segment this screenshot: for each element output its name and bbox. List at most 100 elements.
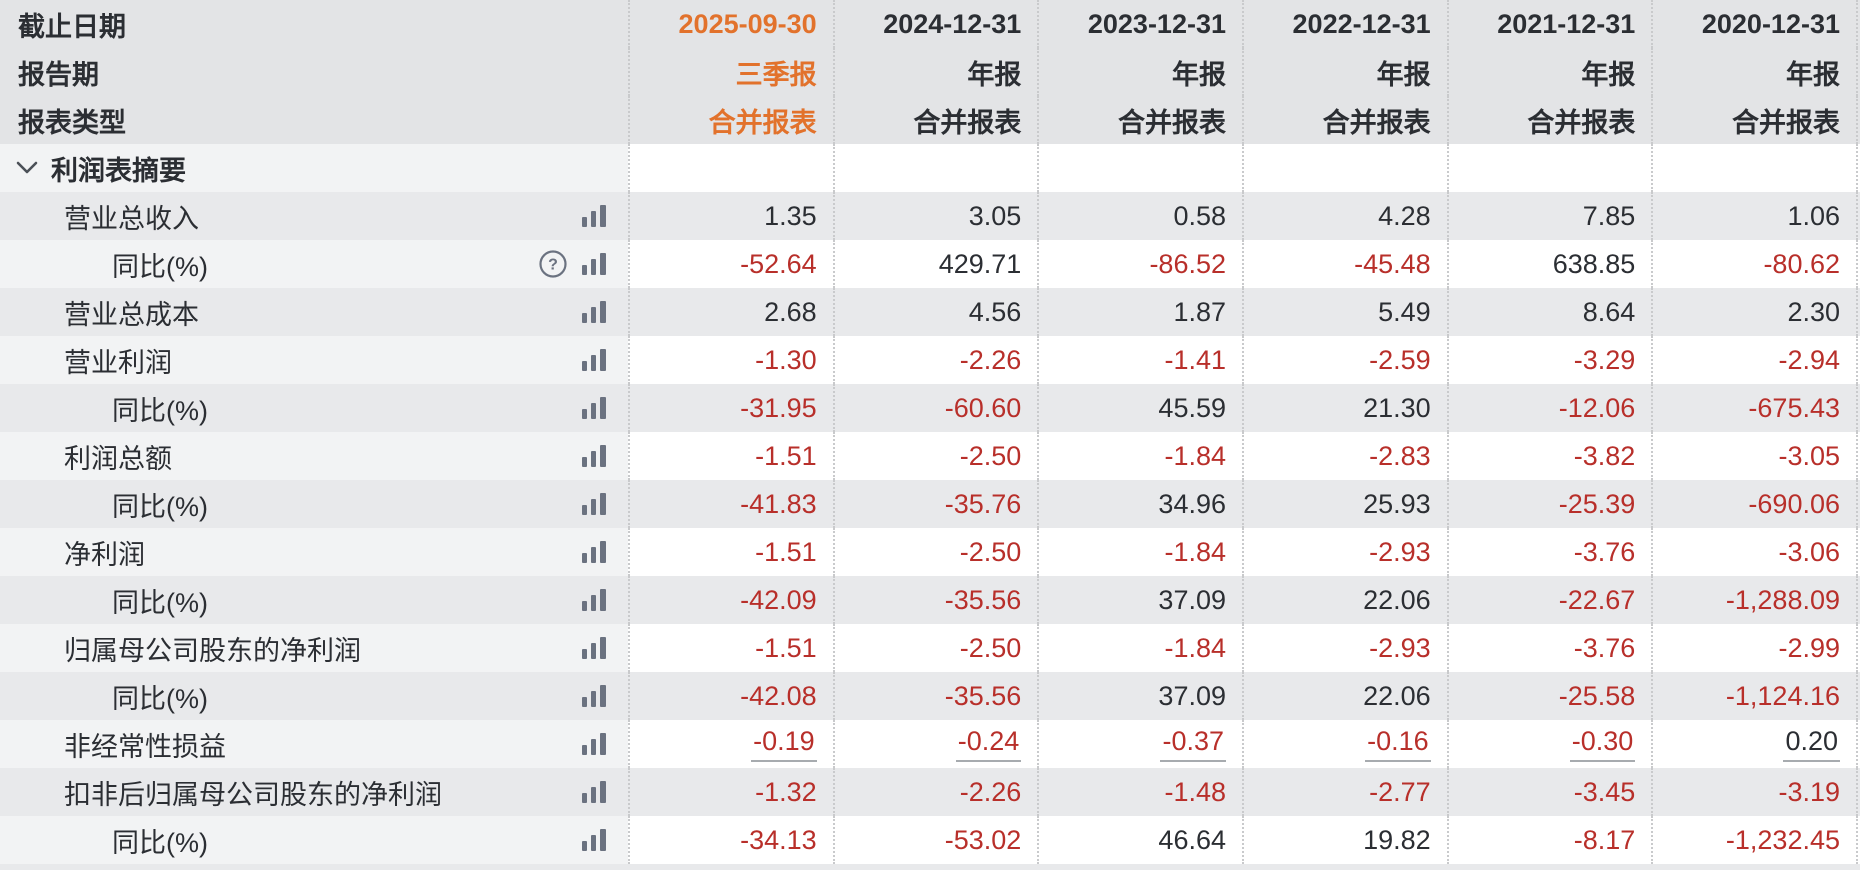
value-text: -80.62 — [1763, 248, 1840, 279]
value-cell: -1.30 — [628, 336, 833, 384]
value-cell: -3.76 — [1446, 624, 1652, 672]
value-cell: -675.43 — [1651, 384, 1856, 432]
value-text: -25.39 — [1558, 488, 1636, 519]
value-text: -2.50 — [959, 536, 1022, 567]
section-label-cell[interactable]: 利润表摘要 — [0, 144, 628, 192]
value-cell: -42.09 — [628, 576, 833, 624]
value-text: 5.49 — [1378, 296, 1431, 327]
bar-chart-icon[interactable] — [581, 240, 608, 288]
header-label-type: 报表类型 — [0, 96, 628, 144]
bar-chart-icon[interactable] — [581, 432, 608, 480]
table-row: 营业总成本 2.68 4.56 1.87 5.49 8.64 2.30 — [0, 288, 1860, 336]
value-text: -60.60 — [944, 392, 1022, 423]
edge-sliver — [1856, 720, 1860, 768]
table-row: 同比(%)? -52.64 429.71 -86.52 -45.48 638.85 -80.… — [0, 240, 1860, 288]
value-cell: -1,124.16 — [1651, 672, 1856, 720]
bar-chart-icon[interactable] — [581, 384, 608, 432]
value-text: 3.05 — [968, 200, 1022, 231]
value-text: 2.30 — [1787, 296, 1840, 327]
section-empty-cell — [1242, 144, 1447, 192]
value-text: -3.82 — [1573, 440, 1636, 471]
section-income-statement[interactable]: 利润表摘要 — [0, 144, 1860, 192]
col-header-date-1: 2024-12-31 — [832, 0, 1038, 48]
value-text: -1.30 — [755, 344, 817, 375]
value-text: -1,232.45 — [1725, 824, 1840, 855]
help-icon[interactable]: ? — [538, 240, 568, 288]
value-cell: -1,288.09 — [1651, 576, 1856, 624]
chevron-down-icon[interactable] — [16, 161, 38, 175]
bar-chart-icon[interactable] — [581, 192, 608, 240]
row-label-cell: 净利润 — [0, 528, 628, 576]
header-row-date: 截止日期 2025-09-30 2024-12-31 2023-12-31 2022-… — [0, 0, 1860, 48]
next-row-sliver — [0, 864, 1860, 870]
bar-chart-icon[interactable] — [581, 672, 608, 720]
value-text: -3.05 — [1778, 440, 1840, 471]
value-cell: -2.93 — [1242, 528, 1447, 576]
value-text: -0.24 — [955, 726, 1022, 762]
value-cell: -0.30 — [1446, 720, 1652, 768]
col-header-text: 年报 — [1172, 59, 1226, 90]
col-header-period-4: 年报 — [1446, 48, 1652, 96]
bar-chart-icon[interactable] — [581, 288, 608, 336]
bar-chart-icon[interactable] — [581, 816, 608, 864]
value-cell: 0.58 — [1037, 192, 1242, 240]
bar-chart-icon[interactable] — [581, 768, 608, 816]
col-header-text: 合并报表 — [913, 107, 1022, 138]
bar-chart-icon[interactable] — [581, 336, 608, 384]
header-label-date: 截止日期 — [0, 0, 628, 48]
col-header-period-1: 年报 — [832, 48, 1038, 96]
col-header-text: 合并报表 — [708, 107, 817, 138]
value-text: -2.26 — [959, 776, 1022, 807]
value-text: -0.16 — [1365, 726, 1431, 762]
value-cell: -690.06 — [1651, 480, 1856, 528]
value-text: -34.13 — [740, 824, 817, 855]
table-row: 扣非后归属母公司股东的净利润 -1.32 -2.26 -1.48 -2.77 -3.45 -… — [0, 768, 1860, 816]
header-label-date-text: 截止日期 — [18, 11, 126, 42]
value-text: 429.71 — [938, 248, 1022, 279]
value-text: -35.76 — [944, 488, 1022, 519]
edge-sliver — [1856, 384, 1860, 432]
col-header-type-4: 合并报表 — [1446, 96, 1652, 144]
value-cell: -1.48 — [1037, 768, 1242, 816]
value-text: 34.96 — [1158, 488, 1226, 519]
row-label-cell: 营业总成本 — [0, 288, 628, 336]
bar-chart-icon[interactable] — [581, 624, 608, 672]
bar-chart-icon[interactable] — [581, 576, 608, 624]
value-cell: 1.87 — [1037, 288, 1242, 336]
row-label-cell: 同比(%)? — [0, 240, 628, 288]
row-label: 归属母公司股东的净利润 — [64, 635, 361, 666]
edge-sliver — [1856, 0, 1860, 48]
value-cell: -25.39 — [1446, 480, 1652, 528]
value-text: -1.48 — [1164, 776, 1226, 807]
value-text: -0.19 — [751, 726, 817, 762]
value-text: 1.35 — [764, 200, 817, 231]
value-text: 1.87 — [1173, 296, 1226, 327]
col-header-text: 年报 — [1786, 59, 1840, 90]
value-text: -86.52 — [1149, 248, 1226, 279]
bar-chart-icon[interactable] — [581, 720, 608, 768]
col-header-text: 合并报表 — [1118, 107, 1226, 138]
value-text: 22.06 — [1363, 584, 1431, 615]
col-header-text: 2021-12-31 — [1497, 8, 1636, 39]
col-header-type-2: 合并报表 — [1037, 96, 1242, 144]
row-label: 同比(%) — [112, 395, 208, 426]
row-label-cell: 同比(%) — [0, 672, 628, 720]
value-cell: -2.26 — [832, 768, 1038, 816]
row-label-cell: 同比(%) — [0, 576, 628, 624]
value-cell: -3.82 — [1446, 432, 1652, 480]
value-text: -52.64 — [740, 248, 817, 279]
value-cell: -3.05 — [1651, 432, 1856, 480]
col-header-period-2: 年报 — [1037, 48, 1242, 96]
table-row: 利润总额 -1.51 -2.50 -1.84 -2.83 -3.82 -3.05 — [0, 432, 1860, 480]
bar-chart-icon[interactable] — [581, 528, 608, 576]
edge-sliver — [1856, 192, 1860, 240]
value-text: -3.06 — [1778, 536, 1840, 567]
value-cell: 2.30 — [1651, 288, 1856, 336]
col-header-text: 2022-12-31 — [1292, 8, 1431, 39]
value-text: 4.56 — [968, 296, 1022, 327]
value-text: -3.19 — [1778, 776, 1840, 807]
row-label-cell: 同比(%) — [0, 384, 628, 432]
value-cell: -60.60 — [832, 384, 1038, 432]
bar-chart-icon[interactable] — [581, 480, 608, 528]
value-text: -22.67 — [1558, 584, 1636, 615]
